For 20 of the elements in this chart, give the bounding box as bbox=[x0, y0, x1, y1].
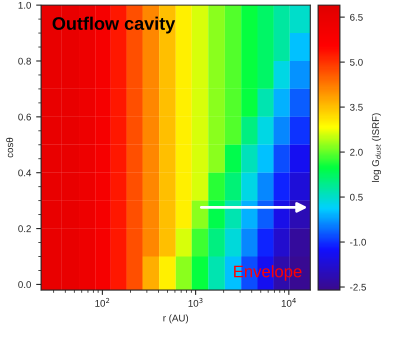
color-bar-label: 6.5 bbox=[350, 14, 363, 21]
y-tick-label: 0.2 bbox=[18, 225, 31, 232]
y-axis-title: cosθ bbox=[6, 138, 14, 158]
color-bar-label: 5.0 bbox=[350, 58, 363, 66]
color-bar-label: -2.5 bbox=[350, 284, 366, 291]
x-axis-title: r (AU) bbox=[163, 314, 188, 324]
color-bar-label: 3.5 bbox=[350, 104, 363, 111]
color-bar-title: log G$_{dust}$ (ISRF) bbox=[372, 113, 381, 182]
y-tick-label: 0.8 bbox=[18, 58, 31, 65]
x-tick-label: 10$^{4}$ bbox=[282, 298, 296, 307]
y-tick-label: 0.6 bbox=[18, 114, 31, 120]
y-tick-label: 0.4 bbox=[18, 169, 32, 176]
annotation: Outflow cavity bbox=[52, 16, 176, 34]
x-tick-label: 10$^{2}$ bbox=[95, 298, 110, 307]
color-bar-label: 2.0 bbox=[350, 148, 363, 156]
y-tick-label: 1.0 bbox=[18, 2, 31, 9]
color-bar-label: 0.5 bbox=[350, 194, 363, 201]
color-bar-label: -1.0 bbox=[350, 238, 366, 246]
x-tick-label: 10$^{3}$ bbox=[188, 298, 203, 307]
y-tick-label: 0.0 bbox=[18, 281, 31, 288]
